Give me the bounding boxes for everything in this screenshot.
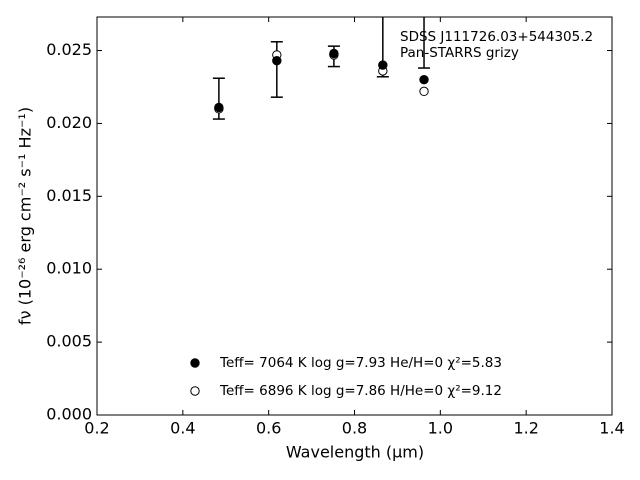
x-tick-label: 1.2 (513, 419, 538, 438)
x-tick-label: 0.2 (84, 419, 109, 438)
y-tick-label: 0.005 (46, 332, 92, 351)
legend-marker (190, 358, 200, 368)
legend-marker (190, 386, 200, 396)
x-tick-label: 0.6 (256, 419, 281, 438)
x-tick-label: 0.4 (170, 419, 195, 438)
annotation: SDSS J111726.03+544305.2 (400, 29, 593, 45)
x-tick-label: 0.8 (342, 419, 367, 438)
error-bar (270, 41, 283, 98)
y-tick-label: 0.010 (46, 259, 92, 278)
x-tick-label: 1.0 (428, 419, 453, 438)
annotation: Pan-STARRS grizy (400, 45, 519, 61)
y-tick-label: 0.020 (46, 113, 92, 132)
y-tick-label: 0.015 (46, 186, 92, 205)
y-axis-label: fν (10⁻²⁶ erg cm⁻² s⁻¹ Hz⁻¹) (16, 107, 35, 325)
marker (214, 102, 224, 113)
marker (329, 48, 339, 59)
error-bar (418, 17, 431, 69)
marker (272, 56, 282, 66)
legend-label: Teff= 7064 K log g=7.93 He/H=0 χ²=5.83 (219, 355, 502, 371)
legend-label: Teff= 6896 K log g=7.86 H/He=0 χ²=9.12 (219, 383, 502, 399)
y-tick-label: 0.000 (46, 405, 92, 424)
x-axis-label: Wavelength (μm) (286, 443, 424, 462)
marker (378, 60, 388, 70)
y-tick-label: 0.025 (46, 40, 92, 59)
x-tick-label: 1.4 (599, 419, 624, 438)
marker (419, 74, 429, 85)
marker (419, 86, 429, 97)
